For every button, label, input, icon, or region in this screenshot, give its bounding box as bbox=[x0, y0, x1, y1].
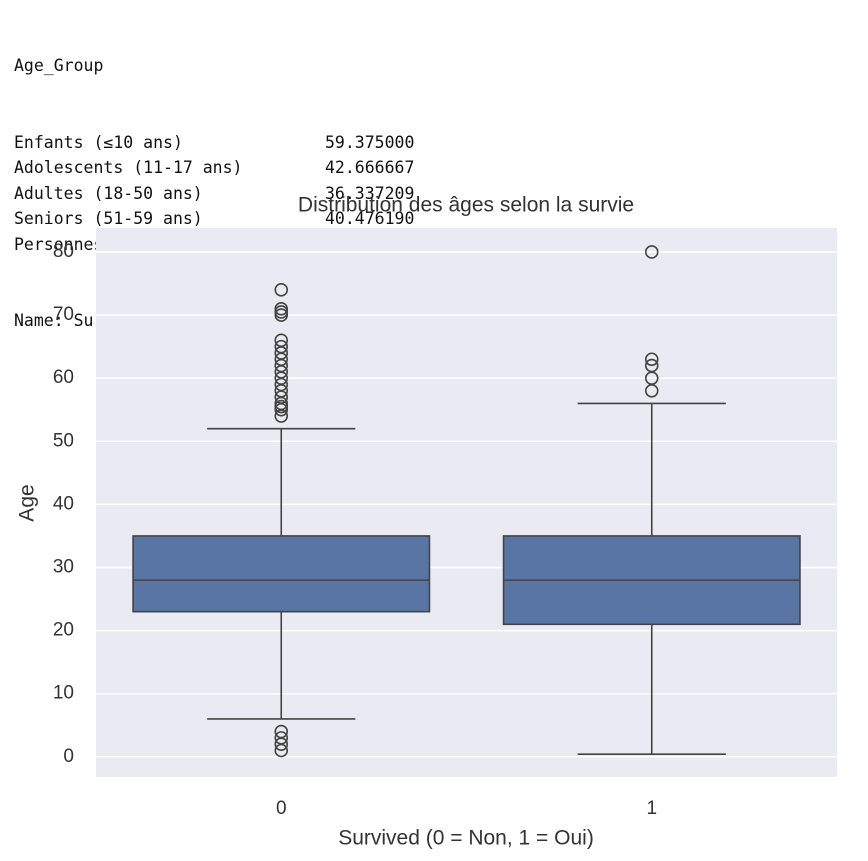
row-label: Adolescents (11-17 ans) bbox=[14, 158, 243, 177]
y-tick-label: 50 bbox=[53, 430, 74, 451]
y-tick-label: 60 bbox=[53, 367, 74, 388]
chart-title: Distribution des âges selon la survie bbox=[298, 194, 634, 217]
box bbox=[132, 535, 431, 613]
row-value: 40.476190 bbox=[325, 209, 415, 228]
output-header: Age_Group bbox=[14, 56, 104, 75]
output-row: Seniors (51-59 ans) 40.476190 bbox=[14, 206, 414, 232]
flier bbox=[644, 358, 659, 373]
flier bbox=[274, 339, 289, 354]
y-tick-label: 10 bbox=[53, 683, 74, 704]
y-tick-label: 0 bbox=[63, 746, 74, 767]
x-tick-label: 1 bbox=[646, 798, 657, 819]
y-tick-label: 40 bbox=[53, 493, 74, 514]
y-axis-label: Age bbox=[16, 484, 39, 521]
row-label: Adultes (18-50 ans) bbox=[14, 183, 203, 203]
row-value: 36.337209 bbox=[325, 183, 415, 203]
output-rows: Enfants (≤10 ans) 59.375000 Adolescents (1… bbox=[14, 130, 414, 258]
row-value: 42.666667 bbox=[325, 158, 415, 177]
cell-output: Age_Group Enfants (≤10 ans) 59.375000 Adol… bbox=[14, 2, 414, 359]
output-row: Adultes (18-50 ans) 36.337209 bbox=[14, 181, 414, 207]
x-axis-label: Survived (0 = Non, 1 = Oui) bbox=[338, 827, 594, 850]
flier bbox=[274, 283, 289, 297]
y-tick-label: 20 bbox=[53, 620, 74, 641]
x-tick-label: 0 bbox=[276, 798, 287, 819]
flier bbox=[274, 333, 289, 348]
flier bbox=[274, 731, 289, 745]
flier bbox=[274, 724, 289, 739]
plot-background bbox=[96, 228, 837, 777]
y-tick-label: 80 bbox=[53, 241, 74, 262]
y-tick-label: 70 bbox=[53, 304, 74, 325]
output-row: Enfants (≤10 ans) 59.375000 bbox=[14, 130, 414, 156]
output-row: Adolescents (11-17 ans) 42.666667 bbox=[14, 155, 414, 181]
row-label: Enfants (≤10 ans) bbox=[14, 132, 183, 152]
flier bbox=[644, 245, 659, 259]
y-tick-label: 30 bbox=[53, 557, 74, 578]
row-label: Seniors (51-59 ans) bbox=[14, 209, 203, 228]
flier bbox=[644, 352, 659, 367]
row-value: 59.375000 bbox=[325, 132, 415, 152]
flier bbox=[274, 301, 289, 316]
